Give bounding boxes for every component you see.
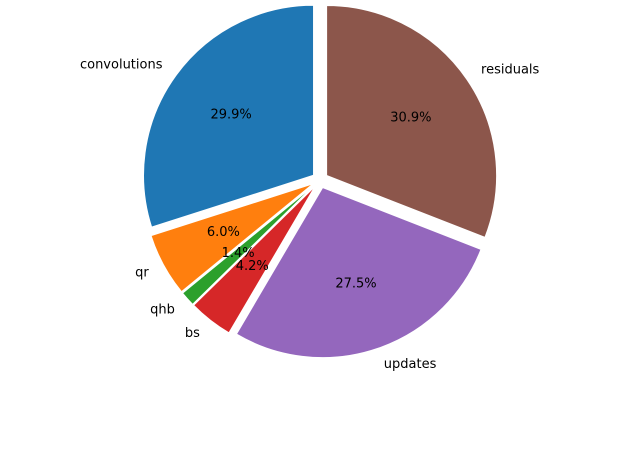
- slice-convolutions: [143, 4, 315, 228]
- slice-label-bs: bs: [185, 326, 200, 341]
- slice-bs: [192, 185, 316, 334]
- percent-label-convolutions: 29.9%: [210, 108, 251, 123]
- slice-updates: [235, 186, 482, 359]
- slice-label-updates: updates: [384, 357, 437, 372]
- slice-label-residuals: residuals: [481, 63, 540, 78]
- percent-label-bs: 4.2%: [236, 259, 269, 274]
- slice-label-qr: qr: [135, 266, 149, 281]
- percent-label-qhb: 1.4%: [222, 246, 255, 261]
- percent-label-residuals: 30.9%: [390, 110, 431, 125]
- pie-slices: [143, 4, 498, 359]
- slice-label-qhb: qhb: [150, 303, 175, 318]
- percent-label-qr: 6.0%: [207, 225, 240, 240]
- slice-qhb: [181, 184, 315, 306]
- slice-residuals: [326, 4, 498, 239]
- slice-label-convolutions: convolutions: [80, 58, 163, 73]
- percent-label-updates: 27.5%: [335, 276, 376, 291]
- percent-labels: 29.9% 6.0% 1.4%4.2% 27.5% 30.9%: [207, 108, 432, 292]
- slice-qr: [150, 183, 314, 293]
